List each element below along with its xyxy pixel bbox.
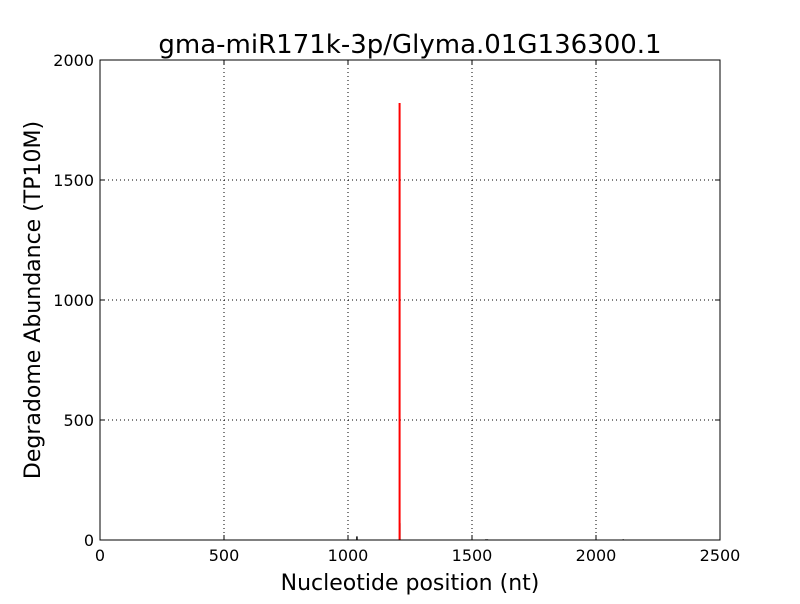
x-axis-label: Nucleotide position (nt) <box>281 571 540 596</box>
x-tick-label: 500 <box>209 546 240 565</box>
x-tick-label: 0 <box>95 546 105 565</box>
y-tick-label: 500 <box>63 411 94 430</box>
chart-title: gma-miR171k-3p/Glyma.01G136300.1 <box>158 30 661 60</box>
plot-frame <box>99 59 721 541</box>
y-tick-label: 1500 <box>53 171 94 190</box>
x-tick-label: 1000 <box>328 546 369 565</box>
y-axis-label: Degradome Abundance (TP10M) <box>21 121 46 479</box>
x-tick-label: 1500 <box>452 546 493 565</box>
y-tick-label: 2000 <box>53 51 94 70</box>
y-tick-label: 1000 <box>53 291 94 310</box>
y-tick-label: 0 <box>84 531 94 550</box>
x-tick-label: 2500 <box>700 546 741 565</box>
x-tick-label: 2000 <box>576 546 617 565</box>
